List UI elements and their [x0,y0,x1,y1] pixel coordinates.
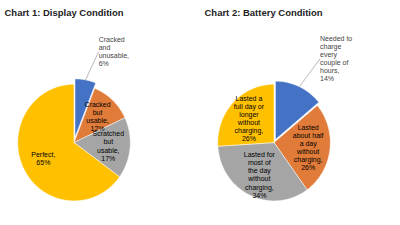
svg-text:Lasted formost ofthe daywithou: Lasted formost ofthe daywithoutcharging,… [244,151,276,198]
svg-text:Scratchedbutusable,17%: Scratchedbutusable,17% [93,130,125,161]
svg-text:Lastedabout halfa daywithoutch: Lastedabout halfa daywithoutcharging,26% [293,124,324,171]
svg-text:Chart 2: Battery Condition: Chart 2: Battery Condition [205,7,323,18]
svg-text:Needed tochargeeverycouple ofh: Needed tochargeeverycouple ofhours,14% [320,35,352,82]
svg-text:Chart 1: Display Condition: Chart 1: Display Condition [5,7,124,18]
svg-text:Crackedandunusable,6%: Crackedandunusable,6% [99,36,129,67]
svg-text:Crackedbutusable,12%: Crackedbutusable,12% [85,101,111,132]
svg-text:Perfect,65%: Perfect,65% [31,151,55,166]
svg-text:Lasted afull day orlongerwitho: Lasted afull day orlongerwithoutcharging… [234,95,265,142]
